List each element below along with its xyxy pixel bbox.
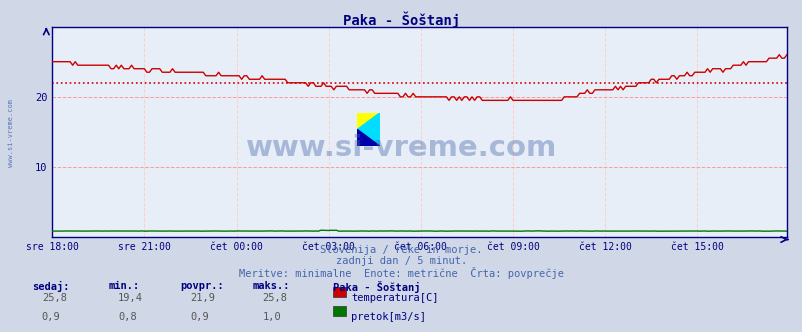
Text: Meritve: minimalne  Enote: metrične  Črta: povprečje: Meritve: minimalne Enote: metrične Črta:…: [239, 267, 563, 279]
Text: Paka - Šoštanj: Paka - Šoštanj: [333, 281, 420, 292]
Text: povpr.:: povpr.:: [180, 281, 224, 290]
Polygon shape: [357, 129, 379, 146]
Text: pretok[m3/s]: pretok[m3/s]: [350, 312, 425, 322]
Polygon shape: [357, 113, 379, 129]
Text: Paka - Šoštanj: Paka - Šoštanj: [342, 12, 460, 28]
Text: Slovenija / reke in morje.: Slovenija / reke in morje.: [320, 245, 482, 255]
Polygon shape: [357, 113, 379, 146]
Text: sedaj:: sedaj:: [32, 281, 70, 291]
Text: temperatura[C]: temperatura[C]: [350, 293, 438, 303]
Text: maks.:: maks.:: [253, 281, 290, 290]
Text: 0,9: 0,9: [190, 312, 209, 322]
Text: www.si-vreme.com: www.si-vreme.com: [8, 99, 14, 167]
Text: 21,9: 21,9: [190, 293, 215, 303]
Text: www.si-vreme.com: www.si-vreme.com: [245, 134, 557, 162]
Text: min.:: min.:: [108, 281, 140, 290]
Text: 25,8: 25,8: [42, 293, 67, 303]
Text: 0,8: 0,8: [118, 312, 136, 322]
Text: 19,4: 19,4: [118, 293, 143, 303]
Text: 25,8: 25,8: [262, 293, 287, 303]
Text: 0,9: 0,9: [42, 312, 60, 322]
Text: 1,0: 1,0: [262, 312, 281, 322]
Text: zadnji dan / 5 minut.: zadnji dan / 5 minut.: [335, 256, 467, 266]
